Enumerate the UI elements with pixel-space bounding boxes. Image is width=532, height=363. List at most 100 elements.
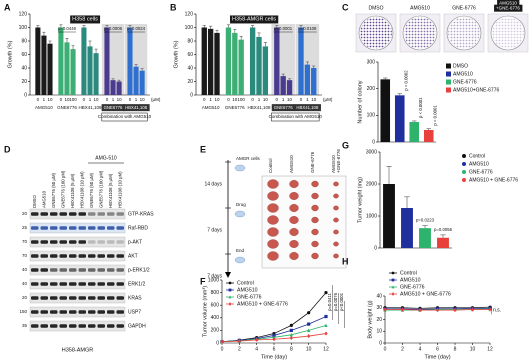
group-label: GNE6776 [274,105,293,110]
y-tick-label: 600 [211,303,220,309]
band [88,296,96,300]
panel-label: C [342,2,349,12]
panel-title: H358-AMGR cells [232,16,276,22]
step-icon [234,256,246,264]
dose-label: 100 [69,97,77,102]
y-tick-label: 0 [372,139,375,145]
legend-label: AMG510 + GNE-6776 [237,301,288,307]
y-tick-label: 200 [367,86,376,92]
x-tick-label: 6 [273,346,276,352]
group-label: GNE6776 [104,105,123,110]
band [69,240,77,244]
lane-label: HBX41108 (5 μM) [108,173,113,208]
label-box [123,104,150,112]
dose-label: 0 [37,97,40,102]
tumor [333,229,339,235]
band [116,282,124,286]
band [88,240,96,244]
tumor [311,204,319,212]
row-label: p-ERK1/2 [128,267,150,273]
band [40,240,48,244]
band [97,268,105,272]
y-tick-label: 0 [374,245,377,251]
blot-strip [29,292,126,304]
group-label: HBX41,108 [247,105,271,110]
marker [237,339,241,344]
x-tick-label: 8 [454,346,457,352]
band [107,282,115,286]
marker [391,271,395,275]
band [50,254,58,258]
tumor [289,240,299,248]
y-tick-label: 300 [367,59,376,65]
dose-label: 0 [203,97,206,102]
legend-swatch [462,170,466,174]
marker [391,292,395,296]
band [50,240,58,244]
bar [409,122,420,142]
tumor [267,215,279,225]
step-label: Drug [236,202,246,207]
panel-label: D [4,144,11,154]
y-tick-label: 120 [19,11,28,17]
band [69,324,77,328]
unit-label: (μM) [151,97,161,102]
panel-label: G [342,140,349,150]
bar [311,68,317,95]
band [88,254,96,258]
row-label: ERK1/2 [128,281,145,287]
label-box [70,15,101,24]
dose-label: 0 [60,97,63,102]
p-value: p=0.0223 [416,218,435,223]
band [59,282,67,286]
p-value: p=0.0024 [127,26,146,31]
band [97,296,105,300]
band [78,296,86,300]
annotation: n.s. [493,307,501,313]
legend-label: GNE-6776 [400,284,425,290]
marker [307,311,311,315]
band [78,268,86,272]
band [59,310,67,314]
column-label: AMG510 [331,155,336,173]
mw-label: 35 [22,323,28,328]
dose-label: 10 [140,97,146,102]
mw-label: 70 [22,239,28,244]
marker [289,335,293,341]
dose-label: 1 [112,97,115,102]
band [59,324,67,328]
y-tick-label: 60 [187,52,193,58]
legend-swatch [462,162,466,166]
dose-label: 10 [94,97,100,102]
legend-swatch [462,178,466,182]
tumor [311,228,319,236]
panel-label: H [342,256,349,266]
blot-strip [29,320,126,332]
p-value: p=0.0076 [333,292,338,311]
band [50,212,58,216]
legend-label: Control [237,280,254,286]
x-axis-label: Time (day) [424,354,450,360]
band [69,282,77,286]
tumor [267,227,279,237]
band [59,268,67,272]
column-label: Control [268,158,273,173]
colony-growth [448,17,480,49]
y-tick-label: 120 [185,11,194,17]
marker [383,307,387,312]
tumor [289,204,299,212]
tumor [289,252,299,260]
p-value: p<0.0001 [274,26,293,31]
legend-swatch [446,79,451,85]
dose-label: 10 [64,97,70,102]
legend-label: Control [469,153,485,159]
x-tick-label: 0 [221,346,224,352]
dose-label: 0 [129,97,132,102]
bar [127,27,133,95]
p-value: p<0.0001 [339,292,344,311]
mw-label: 40 [22,281,28,286]
y-tick-label: 80 [21,38,27,44]
duration-label: 7 days [207,273,222,279]
dose-label: 1 [306,97,309,102]
